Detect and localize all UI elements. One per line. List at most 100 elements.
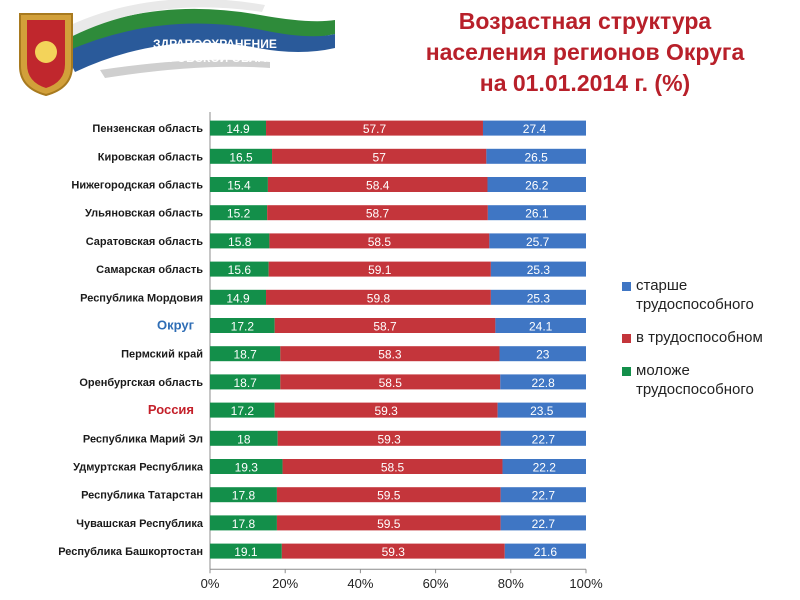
bar-segment [269, 233, 490, 249]
category-label: Кировская область [98, 151, 203, 163]
bar-segment [267, 205, 488, 221]
logo: ЗДРАВООХРАНЕНИЕ КИРОВСКОЙ ОБЛАСТИ [0, 0, 340, 100]
bar-segment [277, 430, 501, 446]
legend-swatch-younger [622, 367, 631, 376]
chart-legend: старше трудоспособного в трудоспособном … [622, 276, 797, 413]
data-label: 23.5 [530, 404, 554, 418]
bar-segment [280, 374, 501, 390]
data-label: 59.5 [377, 517, 401, 531]
category-label: Республика Мордовия [80, 292, 203, 304]
bar-segment [282, 459, 503, 474]
bar-segment [276, 487, 501, 503]
bar-segment [497, 402, 586, 418]
data-label: 17.8 [232, 517, 256, 531]
category-label: Республика Марий Эл [83, 433, 203, 445]
bar-segment [274, 318, 496, 333]
data-label: 15.8 [228, 235, 252, 249]
data-label: 21.6 [534, 545, 558, 559]
data-label: 58.5 [379, 376, 403, 390]
bar-segment [500, 374, 586, 390]
data-label: 26.5 [525, 150, 549, 164]
data-label: 22.7 [532, 432, 556, 446]
data-label: 27.4 [523, 122, 547, 136]
stacked-bar-chart: Пензенская область 14.9 57.7 27.4 Кировская … [58, 112, 603, 591]
legend-label-younger-2: трудоспособного [636, 381, 754, 398]
logo-text-line2: КИРОВСКОЙ ОБЛАСТИ [153, 50, 290, 65]
ribbon-white [60, 0, 265, 40]
bar-segment [210, 487, 277, 503]
data-label: 22.2 [533, 461, 557, 475]
legend-label-younger-1: моложе [636, 362, 690, 379]
data-label: 59.3 [374, 404, 398, 418]
data-label: 15.2 [227, 207, 251, 221]
bar-segment [495, 318, 586, 333]
bar-segment [490, 289, 586, 305]
data-label: 15.6 [228, 263, 252, 277]
data-label: 14.9 [226, 122, 250, 136]
bar-segment [500, 515, 586, 531]
ribbon-green [60, 8, 335, 60]
category-label: Россия [148, 402, 194, 417]
data-label: 22.7 [532, 489, 556, 503]
bar-segment [281, 543, 505, 559]
bar-segment [482, 120, 586, 136]
x-tick-label: 20% [272, 576, 298, 591]
bar-segment [272, 148, 487, 164]
data-label: 24.1 [529, 320, 553, 334]
data-label: 18.7 [233, 348, 257, 362]
data-label: 18.7 [233, 376, 257, 390]
title-line-1: Возрастная структура [458, 8, 712, 34]
bar-segment [500, 487, 586, 503]
bar-segment [210, 459, 283, 474]
legend-label-working: в трудоспособном [636, 329, 763, 346]
bar-segment [210, 318, 275, 333]
data-label: 25.3 [527, 263, 551, 277]
data-label: 58.3 [378, 348, 402, 362]
data-label: 22.8 [531, 376, 555, 390]
bar-segment [504, 543, 586, 559]
x-tick-label: 100% [569, 576, 603, 591]
legend-item-younger: моложе трудоспособного [622, 361, 797, 399]
bar-segment [267, 177, 488, 192]
bar-segment [210, 148, 273, 164]
bar-segment [487, 205, 586, 221]
data-label: 18 [237, 432, 251, 446]
category-label: Республика Татарстан [81, 490, 203, 502]
bar-segment [210, 346, 281, 362]
data-label: 17.8 [232, 489, 256, 503]
category-label: Самарская область [96, 264, 203, 276]
bar-segment [210, 261, 269, 277]
data-label: 57.7 [363, 122, 387, 136]
category-label: Чувашская Республика [76, 518, 204, 530]
category-label: Республика Башкортостан [58, 546, 203, 558]
data-label: 59.8 [367, 291, 391, 305]
data-label: 26.2 [525, 179, 549, 193]
title-line-3: на 01.01.2014 г. (%) [479, 70, 691, 96]
category-label: Нижегородская область [71, 180, 203, 192]
legend-item-working: в трудоспособном [622, 328, 797, 347]
data-label: 57 [373, 150, 387, 164]
bar-segment [210, 430, 278, 446]
category-label: Удмуртская Республика [73, 462, 204, 474]
bar-segment [500, 430, 586, 446]
x-tick-label: 60% [423, 576, 449, 591]
data-label: 58.5 [368, 235, 392, 249]
x-tick-label: 40% [347, 576, 373, 591]
category-label: Ульяновская область [85, 208, 203, 220]
bar-segment [210, 233, 270, 249]
data-label: 26.1 [525, 207, 549, 221]
bar-segment [210, 205, 268, 221]
category-label: Оренбургская область [79, 377, 203, 389]
category-label: Пензенская область [92, 123, 203, 135]
bar-segment [502, 459, 586, 474]
title-line-2: населения регионов Округа [425, 39, 745, 65]
legend-label-older-2: трудоспособного [636, 296, 754, 313]
bar-segment [266, 120, 483, 136]
legend-item-older: старше трудоспособного [622, 276, 797, 314]
data-label: 58.7 [366, 207, 390, 221]
bar-segment [280, 346, 500, 362]
data-label: 19.3 [235, 461, 259, 475]
bar-segment [486, 148, 586, 164]
bar-segment [210, 402, 275, 418]
legend-swatch-older [622, 282, 631, 291]
